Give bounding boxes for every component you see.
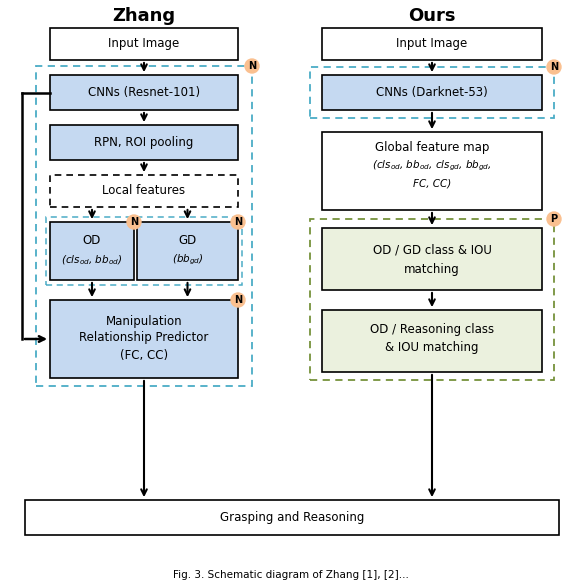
Circle shape [547,212,561,226]
Circle shape [127,215,141,229]
Text: Ours: Ours [408,7,456,25]
Text: Relationship Predictor: Relationship Predictor [79,332,209,345]
Text: GD: GD [178,234,197,246]
Text: ($cls_{od}$, $bb_{od}$): ($cls_{od}$, $bb_{od}$) [61,253,123,267]
Bar [322,28,542,60]
Bar [50,125,238,160]
Bar [46,217,242,285]
Text: Input Image: Input Image [108,37,180,50]
Bar [322,228,542,290]
Text: (FC, CC): (FC, CC) [120,349,168,363]
Text: N: N [248,61,256,71]
Text: & IOU matching: & IOU matching [385,342,479,354]
Bar [322,310,542,372]
Text: OD / Reasoning class: OD / Reasoning class [370,324,494,336]
Text: OD: OD [83,234,101,246]
Bar [137,222,238,280]
Text: P: P [551,214,558,224]
Text: N: N [130,217,138,227]
Text: Manipulation: Manipulation [106,315,182,328]
Bar [50,175,238,207]
Text: Input Image: Input Image [396,37,467,50]
Bar [50,28,238,60]
Text: RPN, ROI pooling: RPN, ROI pooling [94,136,194,149]
Bar [50,300,238,378]
Text: Fig. 3. Schematic diagram of Zhang [1], [2]...: Fig. 3. Schematic diagram of Zhang [1], … [173,570,409,580]
Text: Global feature map: Global feature map [375,141,489,155]
Circle shape [231,293,245,307]
Text: Grasping and Reasoning: Grasping and Reasoning [220,511,364,524]
Text: FC, CC): FC, CC) [413,179,451,189]
Bar [25,500,559,535]
Bar [50,222,134,280]
Text: matching: matching [404,263,460,276]
Bar [310,219,554,380]
Text: N: N [234,295,242,305]
Text: ($bb_{gd}$): ($bb_{gd}$) [172,253,203,267]
Text: N: N [234,217,242,227]
Circle shape [547,60,561,74]
Text: Zhang: Zhang [112,7,176,25]
Bar [322,132,542,210]
Bar [36,66,252,386]
Text: CNNs (Resnet-101): CNNs (Resnet-101) [88,86,200,99]
Text: OD / GD class & IOU: OD / GD class & IOU [372,244,491,256]
Bar [50,75,238,110]
Text: N: N [550,62,558,72]
Circle shape [245,59,259,73]
Text: ($cls_{od}$, $bb_{od}$, $cls_{gd}$, $bb_{gd}$,: ($cls_{od}$, $bb_{od}$, $cls_{gd}$, $bb_… [372,159,492,173]
Bar [322,75,542,110]
Text: CNNs (Darknet-53): CNNs (Darknet-53) [376,86,488,99]
Text: Local features: Local features [102,185,186,197]
Bar [310,67,554,118]
Circle shape [231,215,245,229]
